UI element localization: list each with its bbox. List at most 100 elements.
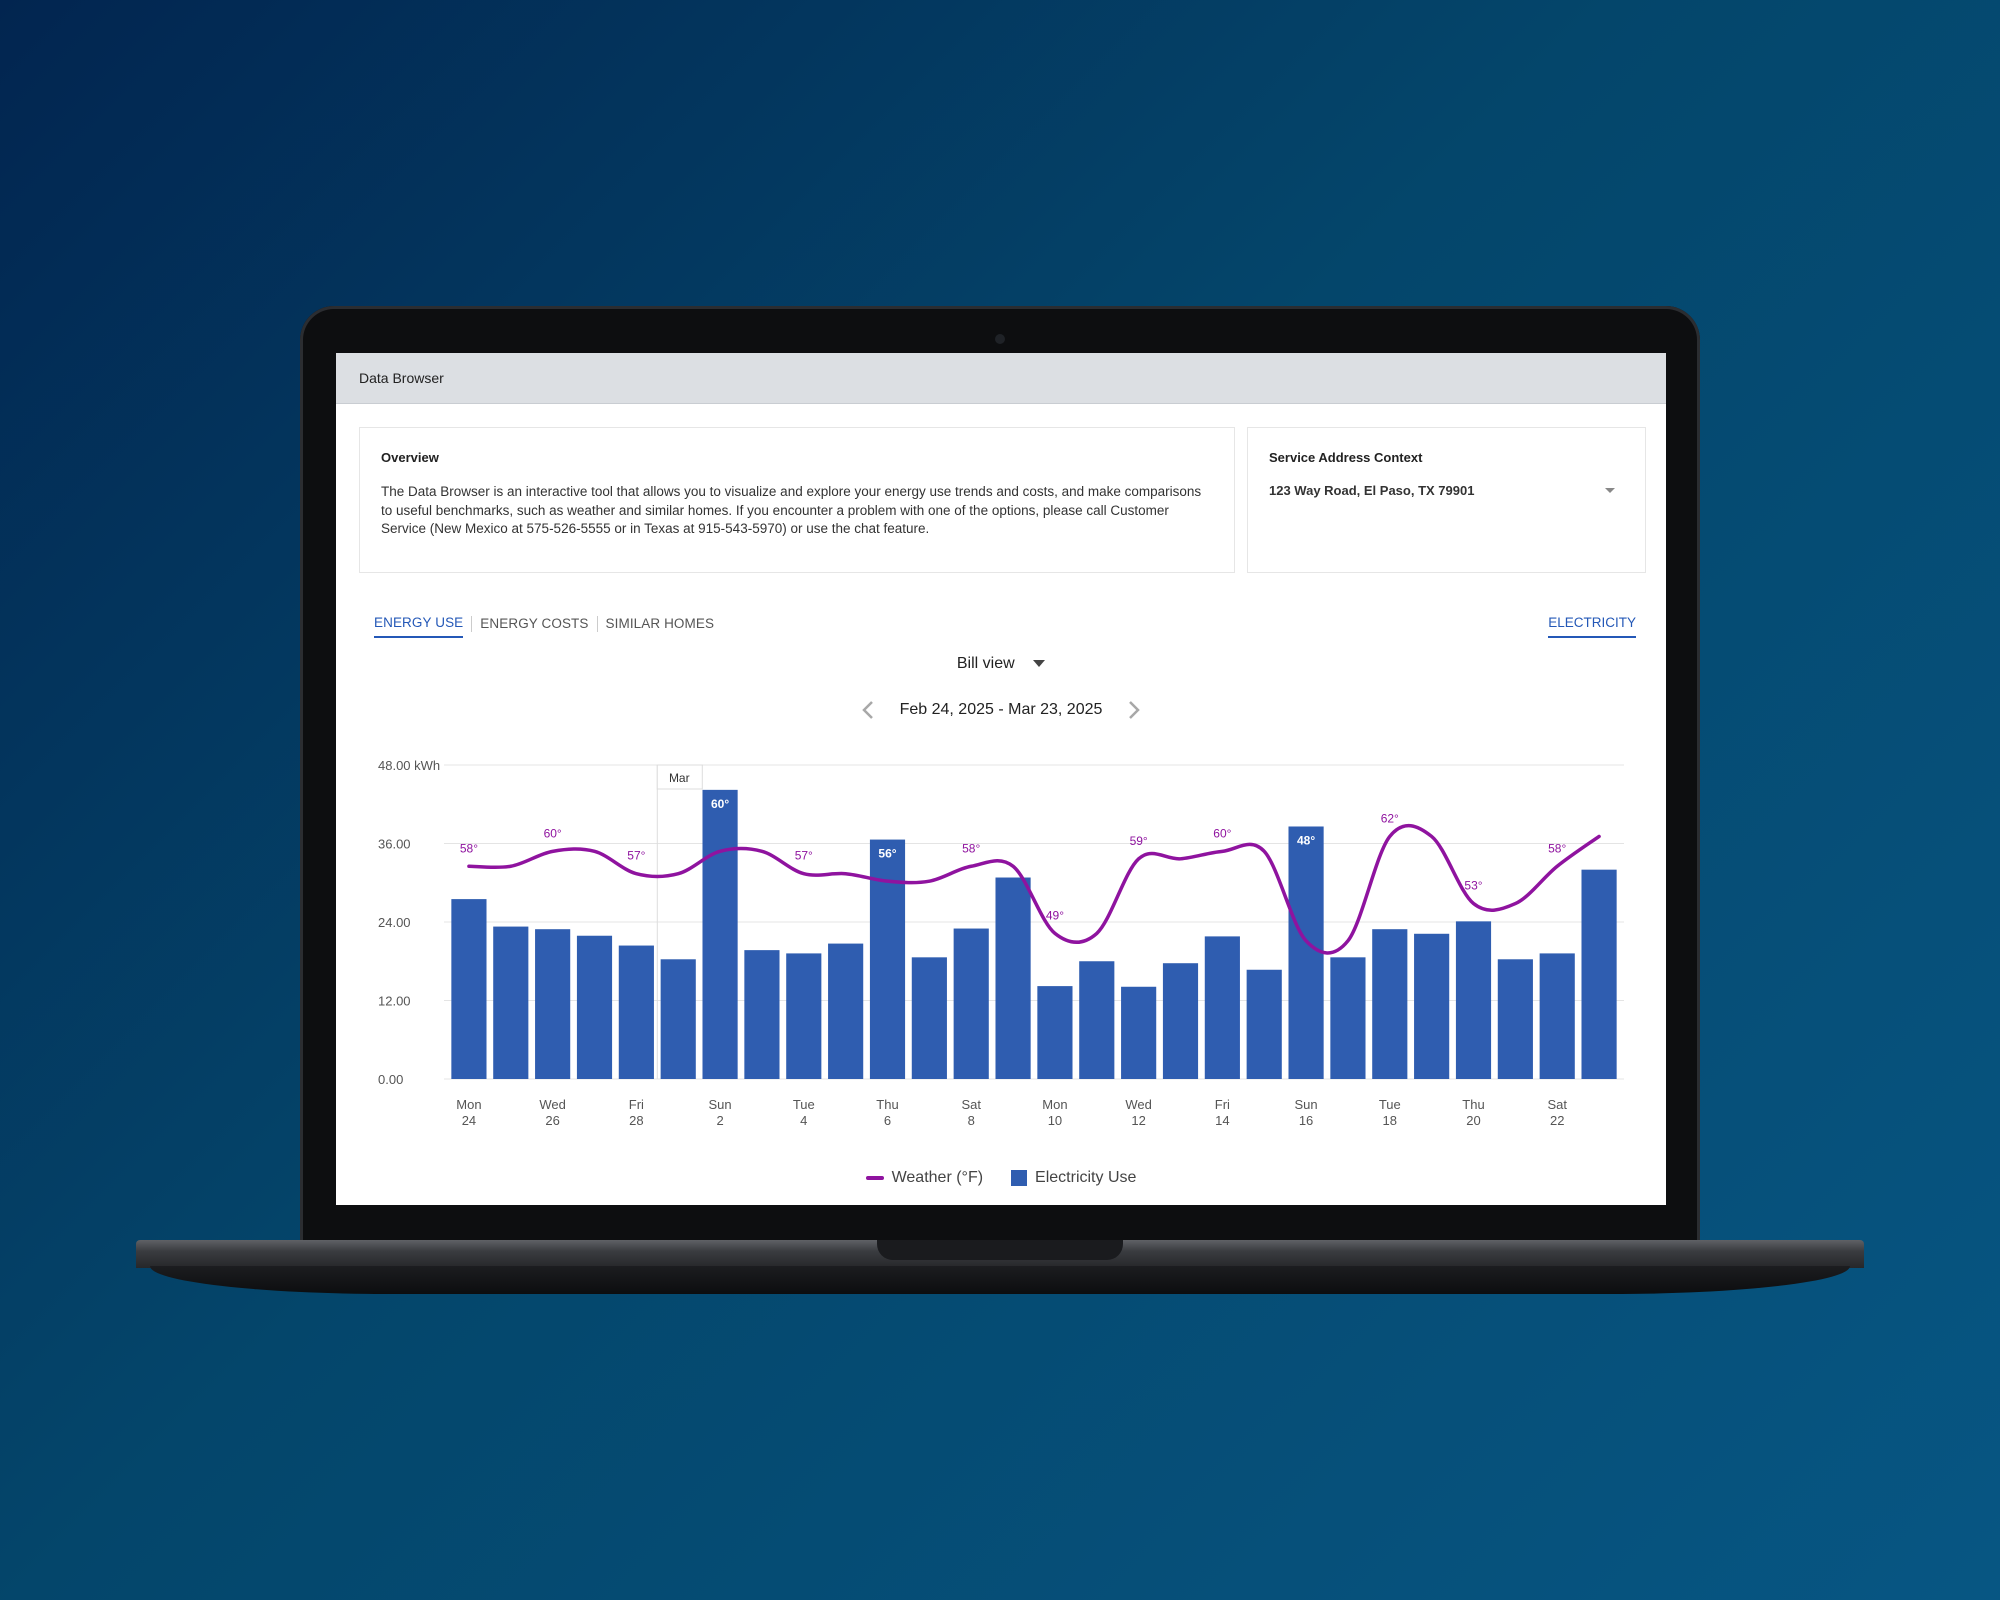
- bar[interactable]: [535, 929, 571, 1079]
- bar[interactable]: [1121, 986, 1157, 1079]
- weather-data-label: 60°: [711, 797, 729, 811]
- x-tick-day: Sat: [1547, 1097, 1567, 1112]
- bar[interactable]: [786, 953, 822, 1079]
- bar[interactable]: [1037, 986, 1073, 1079]
- weather-data-label: 58°: [962, 841, 980, 855]
- bar[interactable]: [660, 959, 696, 1079]
- app-screen: Data Browser Overview The Data Browser i…: [336, 353, 1666, 1205]
- weather-data-label: 58°: [460, 841, 478, 855]
- x-tick-day: Sun: [1295, 1097, 1318, 1112]
- y-tick-label: 12.00: [378, 994, 411, 1009]
- x-tick-date: 24: [462, 1113, 476, 1128]
- weather-data-label: 49°: [1046, 908, 1064, 922]
- x-tick-date: 20: [1466, 1113, 1480, 1128]
- energy-chart-svg: 0.00 12.00 24.00 36.00 48.00 kWh Mar 58° 60° 57°…: [378, 758, 1624, 1128]
- legend-weather-label: Weather (°F): [891, 1169, 984, 1186]
- bar[interactable]: [1372, 929, 1408, 1079]
- legend-electricity-label: Electricity Use: [1035, 1169, 1137, 1186]
- x-tick-day: Thu: [876, 1097, 898, 1112]
- view-tabs: ENERGY USE ENERGY COSTS SIMILAR HOMES: [374, 615, 714, 638]
- weather-data-label: 60°: [1213, 826, 1231, 840]
- tab-divider: [596, 615, 598, 632]
- date-navigator: Feb 24, 2025 - Mar 23, 2025: [336, 699, 1666, 721]
- x-tick-date: 10: [1048, 1113, 1062, 1128]
- x-tick-day: Mon: [1042, 1097, 1067, 1112]
- bar[interactable]: [911, 957, 947, 1079]
- weather-data-label: 56°: [878, 847, 896, 861]
- bar[interactable]: [1204, 936, 1240, 1079]
- x-tick-day: Tue: [1379, 1097, 1401, 1112]
- x-tick-date: 26: [545, 1113, 559, 1128]
- x-tick-date: 8: [968, 1113, 975, 1128]
- bar[interactable]: [1414, 933, 1450, 1079]
- x-tick-day: Fri: [629, 1097, 644, 1112]
- bar[interactable]: [1581, 869, 1617, 1079]
- overview-title: Overview: [381, 450, 439, 465]
- tab-energy-costs[interactable]: ENERGY COSTS: [480, 616, 589, 631]
- x-tick-date: 18: [1383, 1113, 1397, 1128]
- chevron-left-icon[interactable]: [858, 699, 880, 721]
- info-cards: Overview The Data Browser is an interact…: [359, 427, 1646, 573]
- bar[interactable]: [744, 950, 780, 1079]
- x-tick-date: 6: [884, 1113, 891, 1128]
- tab-divider: [471, 615, 473, 632]
- bar[interactable]: [1455, 921, 1492, 1079]
- weather-data-label: 58°: [1548, 841, 1566, 855]
- x-tick-date: 16: [1299, 1113, 1313, 1128]
- y-tick-label: 48.00 kWh: [378, 758, 440, 773]
- legend-line-swatch: [865, 1176, 884, 1180]
- bar[interactable]: [1539, 953, 1575, 1079]
- weather-data-label: 57°: [627, 849, 645, 863]
- bar[interactable]: [576, 935, 613, 1079]
- x-tick-date: 22: [1550, 1113, 1564, 1128]
- bar[interactable]: [618, 945, 654, 1079]
- x-tick-date: 4: [800, 1113, 807, 1128]
- tab-electricity[interactable]: ELECTRICITY: [1548, 615, 1636, 638]
- bar[interactable]: [953, 928, 989, 1079]
- x-tick-day: Wed: [1125, 1097, 1152, 1112]
- bar[interactable]: [869, 839, 906, 1079]
- chevron-down-icon[interactable]: [1605, 488, 1615, 493]
- bar[interactable]: [995, 877, 1031, 1079]
- laptop-notch: [877, 1240, 1123, 1260]
- bar[interactable]: [1288, 826, 1324, 1079]
- view-select[interactable]: Bill view: [336, 655, 1666, 673]
- x-tick-day: Mon: [456, 1097, 481, 1112]
- x-tick-day: Wed: [539, 1097, 566, 1112]
- view-select-value: Bill view: [956, 655, 1015, 672]
- bar[interactable]: [1246, 969, 1282, 1079]
- bar[interactable]: [828, 943, 864, 1079]
- camera-icon: [995, 334, 1005, 344]
- x-tick-day: Sat: [961, 1097, 981, 1112]
- tab-similar-homes[interactable]: SIMILAR HOMES: [605, 616, 715, 631]
- y-tick-label: 24.00: [378, 915, 411, 930]
- bar[interactable]: [493, 926, 529, 1079]
- bar[interactable]: [1079, 961, 1115, 1079]
- bar[interactable]: [1162, 963, 1199, 1079]
- service-address-select[interactable]: 123 Way Road, El Paso, TX 79901: [1269, 483, 1475, 498]
- y-tick-label: 36.00: [378, 837, 411, 852]
- weather-line: [467, 823, 1601, 955]
- chart-legend: Weather (°F) Electricity Use: [336, 1169, 1666, 1187]
- bar[interactable]: [702, 789, 738, 1079]
- chevron-right-icon[interactable]: [1122, 699, 1144, 721]
- y-tick-label: 0.00: [378, 1072, 403, 1087]
- service-address-card[interactable]: Service Address Context 123 Way Road, El…: [1247, 427, 1646, 573]
- caret-down-icon: [1033, 660, 1046, 668]
- bar[interactable]: [1497, 959, 1533, 1079]
- weather-data-label: 53°: [1464, 879, 1482, 893]
- month-marker-box: [656, 764, 703, 790]
- bar[interactable]: [451, 899, 487, 1079]
- bar[interactable]: [1330, 957, 1366, 1079]
- weather-data-label: 48°: [1297, 833, 1315, 847]
- legend-weather[interactable]: Weather (°F): [865, 1169, 984, 1187]
- tab-energy-use[interactable]: ENERGY USE: [374, 615, 464, 638]
- overview-text: The Data Browser is an interactive tool …: [381, 484, 1202, 536]
- x-tick-day: Fri: [1215, 1097, 1230, 1112]
- legend-box-swatch: [1011, 1170, 1028, 1186]
- service-address-title: Service Address Context: [1269, 450, 1423, 465]
- legend-electricity[interactable]: Electricity Use: [1011, 1169, 1136, 1187]
- app-title: Data Browser: [359, 370, 444, 386]
- x-tick-date: 14: [1215, 1113, 1229, 1128]
- weather-data-label: 62°: [1381, 811, 1399, 825]
